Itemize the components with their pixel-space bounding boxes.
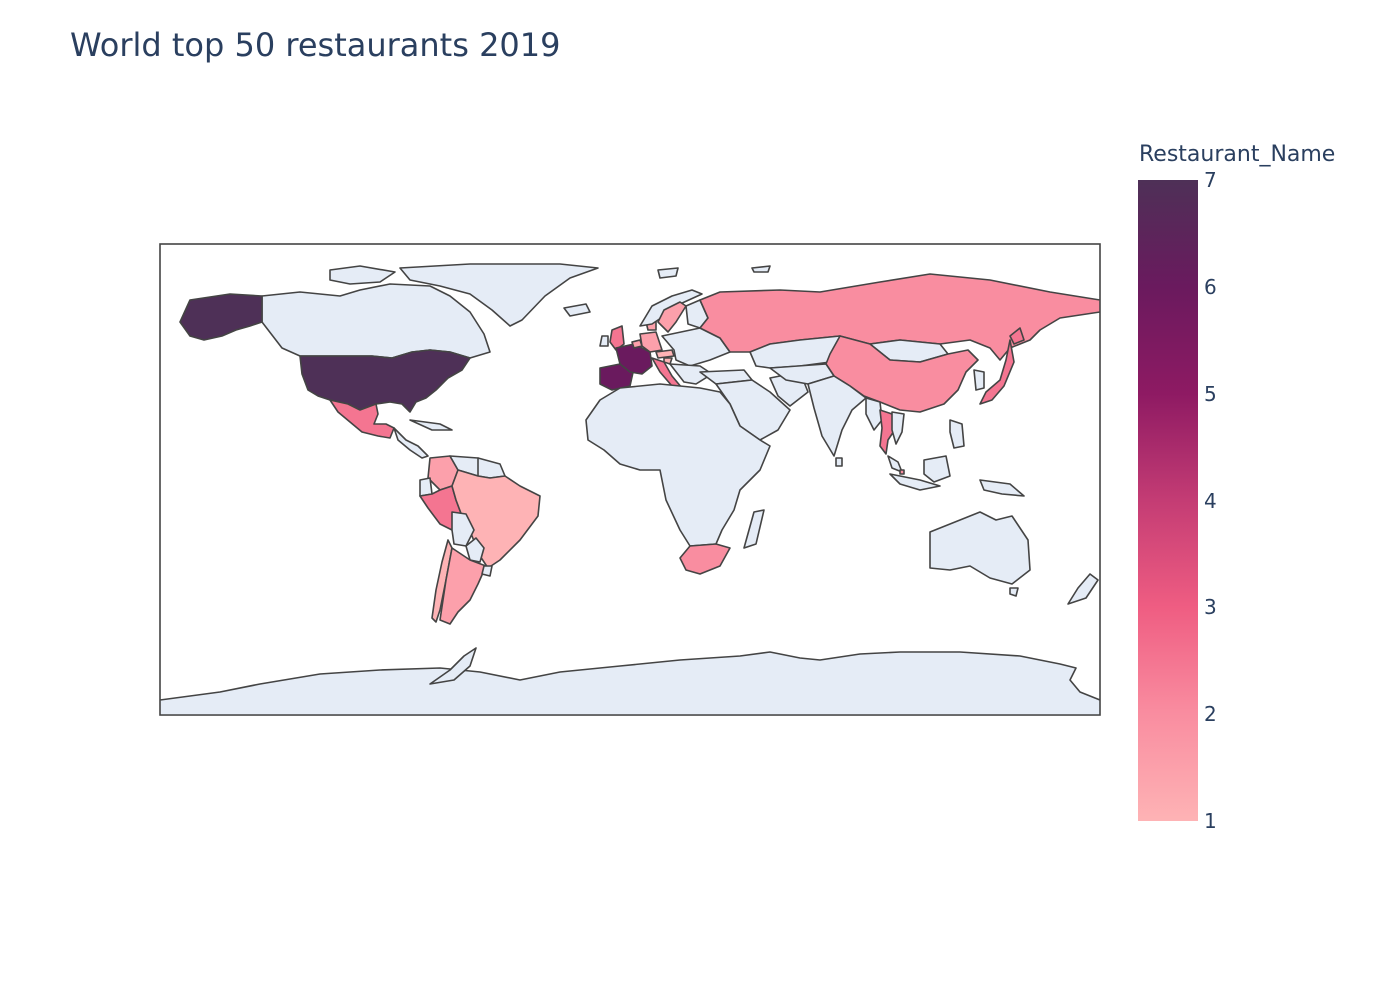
region-singapore[interactable] <box>899 469 905 475</box>
region-ireland <box>599 335 609 347</box>
region-austria[interactable] <box>655 349 675 359</box>
colorbar-tick-3: 3 <box>1204 595 1217 620</box>
region-south-africa[interactable] <box>679 543 731 575</box>
region-antarctic-peninsula <box>429 647 477 685</box>
region-antarctica <box>160 651 1100 715</box>
region-korea <box>973 369 985 391</box>
region-uruguay <box>481 565 493 577</box>
region-ecuador <box>419 477 433 497</box>
colorbar-tick-4: 4 <box>1204 488 1217 513</box>
region-svalbard <box>657 267 679 279</box>
region-iceland <box>563 303 591 317</box>
region-vietnam <box>891 411 905 445</box>
region-borneo <box>923 455 951 483</box>
colorbar-tick-5: 5 <box>1204 381 1217 406</box>
colorbar <box>1138 180 1198 821</box>
region-far-russia-islands <box>751 265 771 273</box>
region-germany[interactable] <box>639 331 663 353</box>
region-canada-arctic <box>329 265 396 285</box>
region-mexico[interactable] <box>329 399 395 439</box>
region-balkans <box>669 363 713 385</box>
colorbar-tick-6: 6 <box>1204 274 1217 299</box>
region-new-zealand <box>1067 573 1099 605</box>
region-myanmar <box>865 397 883 431</box>
region-greenland <box>399 263 599 327</box>
region-cuba <box>409 419 453 431</box>
region-brazil[interactable] <box>451 469 541 569</box>
region-paraguay <box>465 537 485 563</box>
region-india <box>807 375 867 457</box>
colorbar-tick-2: 2 <box>1204 702 1217 727</box>
region-japan[interactable] <box>1009 327 1025 345</box>
colorbar-tick-1: 1 <box>1204 809 1217 833</box>
region-united-states[interactable] <box>299 349 471 413</box>
chart-title: World top 50 restaurants 2019 <box>70 26 561 64</box>
region-central-america <box>393 427 429 459</box>
region-philippines <box>949 419 965 449</box>
region-tasmania <box>1009 587 1019 597</box>
region-sri-lanka <box>835 457 843 467</box>
region-united-states[interactable] <box>179 293 263 341</box>
region-argentina[interactable] <box>439 547 487 625</box>
colorbar-title: Restaurant_Name <box>1139 142 1336 167</box>
region-indonesia <box>889 473 941 491</box>
region-africa <box>585 383 771 547</box>
colorbar-tick-7: 7 <box>1204 168 1217 192</box>
region-japan[interactable] <box>979 339 1015 405</box>
region-australia <box>929 511 1031 585</box>
region-new-guinea <box>979 479 1025 497</box>
region-madagascar <box>743 509 765 549</box>
